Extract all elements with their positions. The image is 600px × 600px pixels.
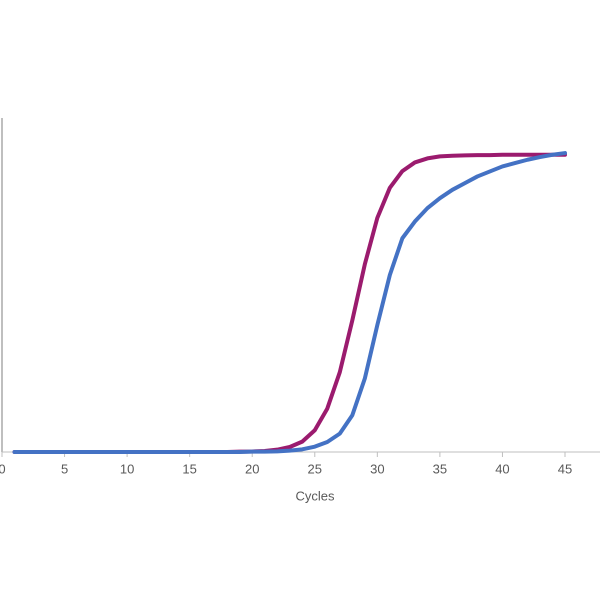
x-tick-label: 25 bbox=[308, 461, 322, 476]
x-tick-label: 30 bbox=[370, 461, 384, 476]
x-tick-label: 20 bbox=[245, 461, 259, 476]
x-tick-label: 40 bbox=[495, 461, 509, 476]
x-axis-title: Cycles bbox=[295, 488, 335, 503]
series-line bbox=[12, 151, 567, 454]
x-tick-label: 0 bbox=[0, 461, 6, 476]
x-tick-label: 15 bbox=[182, 461, 196, 476]
x-tick-label: 10 bbox=[120, 461, 134, 476]
series-line bbox=[12, 152, 567, 454]
x-tick-label: 5 bbox=[61, 461, 68, 476]
x-tick-label: 45 bbox=[558, 461, 572, 476]
x-tick-label: 35 bbox=[433, 461, 447, 476]
